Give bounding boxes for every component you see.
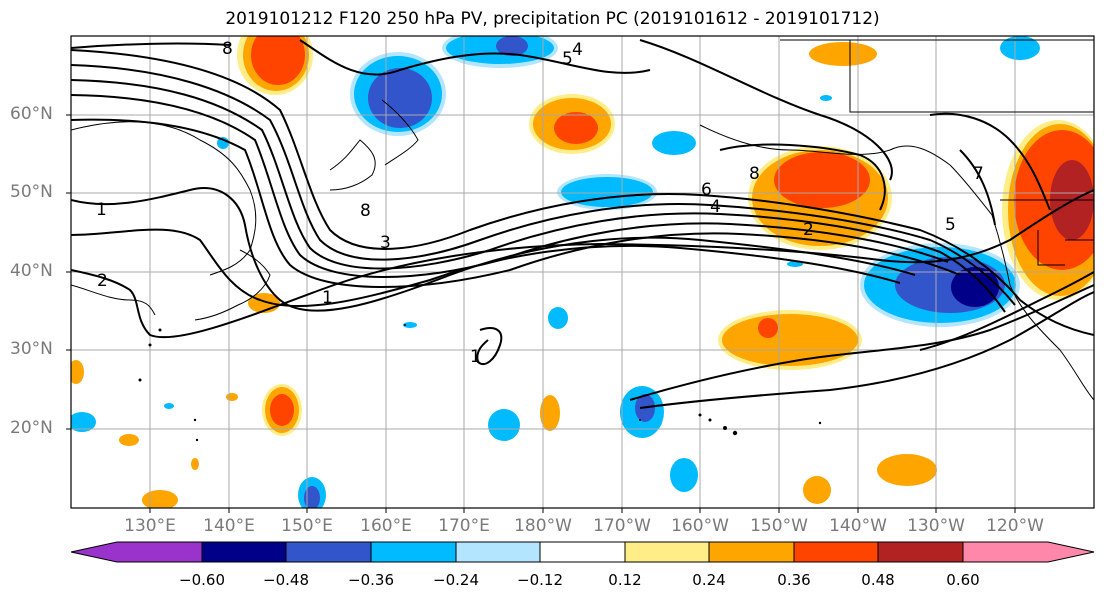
contour-label: 2 <box>803 220 814 240</box>
contour-label: 5 <box>562 49 573 69</box>
tick-marks <box>66 114 1016 513</box>
map-panel: 1 2 8 3 1 8 5 4 6 4 8 2 7 5 1 <box>71 36 1094 508</box>
colorbar-tick: −0.12 <box>517 571 563 589</box>
contour-label: 1 <box>322 288 333 308</box>
colorbar-tick: 0.12 <box>608 571 642 589</box>
map-title: 2019101212 F120 250 hPa PV, precipitatio… <box>225 9 880 29</box>
contour-label: 5 <box>945 215 956 235</box>
colorbar-tick: 0.36 <box>777 571 811 589</box>
colorbar-segment <box>708 541 795 563</box>
contour-label: 6 <box>701 180 712 200</box>
pv-contour-labels: 1 2 8 3 1 8 5 4 6 4 8 2 7 5 1 <box>96 39 984 367</box>
lon-label: 140°W <box>829 516 887 536</box>
colorbar-tick: 0.60 <box>946 571 980 589</box>
lat-label: 40°N <box>10 261 53 281</box>
colorbar-segment <box>285 541 372 563</box>
contour-label: 1 <box>96 200 107 220</box>
colorbar <box>70 541 1095 563</box>
lat-label: 60°N <box>10 104 53 124</box>
colorbar-segment <box>539 541 626 563</box>
lon-label: 130°W <box>907 516 965 536</box>
lat-label: 50°N <box>10 182 53 202</box>
precip-positive-areas <box>71 36 1094 508</box>
lon-label: 160°E <box>360 516 412 536</box>
contour-label: 8 <box>360 201 371 221</box>
lon-label: 170°E <box>438 516 490 536</box>
colorbar-tick: −0.36 <box>348 571 394 589</box>
colorbar-segment <box>201 541 287 563</box>
contour-label: 3 <box>380 233 391 253</box>
lat-label: 30°N <box>10 339 53 359</box>
colorbar-segment <box>370 541 457 563</box>
lon-label: 140°E <box>203 516 255 536</box>
lat-label: 20°N <box>10 418 53 438</box>
islands <box>138 324 822 442</box>
precip-negative-areas <box>71 36 1040 508</box>
contour-label: 1 <box>470 347 481 367</box>
lon-label: 170°W <box>593 516 651 536</box>
colorbar-tick: 0.48 <box>861 571 895 589</box>
colorbar-tick: −0.24 <box>433 571 479 589</box>
colorbar-segment <box>455 541 541 563</box>
lon-label: 130°E <box>124 516 176 536</box>
contour-label: 4 <box>572 40 583 60</box>
colorbar-tick: −0.48 <box>263 571 309 589</box>
lon-label: 160°W <box>671 516 729 536</box>
colorbar-segment <box>793 541 879 563</box>
colorbar-segment <box>877 541 964 563</box>
contour-label: 2 <box>97 271 108 291</box>
contour-label: 4 <box>710 197 721 217</box>
lon-label: 150°E <box>281 516 333 536</box>
lon-label: 180°W <box>514 516 572 536</box>
contour-label: 8 <box>222 39 233 59</box>
contour-label: 8 <box>749 164 760 184</box>
lon-label: 120°W <box>986 516 1044 536</box>
lon-label: 150°W <box>750 516 808 536</box>
pv-contours <box>71 39 1094 409</box>
colorbar-segment <box>962 541 1095 563</box>
colorbar-tick: −0.60 <box>179 571 225 589</box>
colorbar-segment <box>70 541 203 563</box>
colorbar-tick: 0.24 <box>692 571 726 589</box>
colorbar-segment <box>624 541 710 563</box>
contour-label: 7 <box>973 164 984 184</box>
